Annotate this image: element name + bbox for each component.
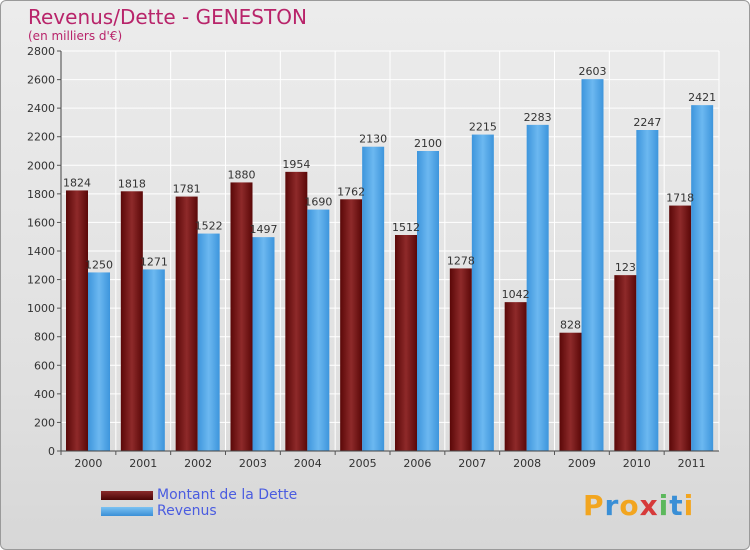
- data-label-revenue-2002: 1522: [195, 220, 223, 233]
- data-label-revenue-2000: 1250: [85, 258, 113, 271]
- bar-revenue-2006: [417, 151, 439, 451]
- chart-subtitle: (en milliers d'€): [28, 29, 123, 43]
- data-label-debt-2000: 1824: [63, 176, 91, 189]
- y-tick-label: 2000: [27, 159, 55, 172]
- x-tick-label: 2008: [513, 457, 541, 470]
- y-tick-label: 2400: [27, 102, 55, 115]
- bar-revenue-2009: [581, 79, 604, 452]
- proxiti-logo: Proxiti: [583, 489, 694, 522]
- data-label-revenue-2011: 2421: [688, 91, 716, 104]
- data-label-debt-2004: 1954: [282, 158, 310, 171]
- data-label-debt-2003: 1880: [228, 168, 256, 181]
- x-tick-label: 2000: [74, 457, 102, 470]
- legend-swatch-debt: [101, 490, 153, 500]
- bar-debt-2001: [120, 191, 143, 452]
- bar-revenue-2000: [88, 272, 110, 451]
- data-label-revenue-2006: 2100: [414, 137, 442, 150]
- bar-debt-2000: [66, 190, 88, 451]
- bar-revenue-2003: [252, 237, 275, 451]
- bar-debt-2003: [230, 182, 253, 451]
- bar-revenue-2001: [142, 269, 165, 451]
- bar-debt-2004: [285, 171, 308, 451]
- bar-debt-2006: [395, 235, 417, 451]
- bar-debt-2010: [614, 275, 637, 451]
- y-tick-label: 1400: [27, 245, 55, 258]
- legend-label-debt: Montant de la Dette: [157, 487, 298, 503]
- legend: Montant de la Dette Revenus: [101, 487, 297, 519]
- bar-revenue-2007: [471, 134, 494, 452]
- logo-letter: P: [583, 489, 605, 522]
- data-label-debt-2001: 1818: [118, 177, 146, 190]
- y-tick-label: 800: [34, 331, 55, 344]
- y-tick-label: 2800: [27, 45, 55, 58]
- data-label-revenue-2008: 2283: [524, 111, 552, 124]
- y-tick-label: 2600: [27, 74, 55, 87]
- data-label-debt-2002: 1781: [173, 183, 201, 196]
- x-tick-label: 2010: [623, 457, 651, 470]
- x-tick-label: 2001: [129, 457, 157, 470]
- x-tick-label: 2009: [568, 457, 596, 470]
- logo-letter: i: [658, 489, 670, 522]
- data-label-revenue-2010: 2247: [633, 116, 661, 129]
- bar-revenue-2011: [691, 105, 714, 452]
- data-label-revenue-2005: 2130: [359, 133, 387, 146]
- legend-item-debt: Montant de la Dette: [101, 487, 297, 503]
- bar-debt-2011: [669, 205, 692, 451]
- y-tick-label: 1800: [27, 188, 55, 201]
- data-label-debt-2010: 123: [615, 261, 636, 274]
- x-tick-label: 2011: [678, 457, 706, 470]
- y-tick-label: 0: [48, 445, 55, 458]
- data-label-revenue-2007: 2215: [469, 121, 497, 134]
- x-tick-label: 2007: [458, 457, 486, 470]
- x-tick-label: 2006: [403, 457, 431, 470]
- logo-letter: r: [604, 489, 620, 522]
- x-tick-label: 2002: [184, 457, 212, 470]
- y-tick-label: 1200: [27, 274, 55, 287]
- data-label-revenue-2009: 2603: [579, 65, 607, 78]
- axis-layer: 0 200 400 600 800 1000 1200 1400 1600 1800 2000 220…: [27, 45, 719, 470]
- bar-debt-2007: [449, 268, 472, 451]
- legend-item-revenue: Revenus: [101, 503, 297, 519]
- bar-debt-2008: [504, 302, 527, 451]
- bar-debt-2009: [559, 332, 582, 451]
- bar-revenue-2004: [307, 209, 330, 451]
- data-label-debt-2011: 1718: [666, 192, 694, 205]
- legend-swatch-revenue: [101, 506, 153, 516]
- y-tick-label: 1000: [27, 302, 55, 315]
- y-tick-label: 600: [34, 359, 55, 372]
- bar-layer: [66, 79, 714, 452]
- bar-debt-2005: [340, 199, 363, 451]
- data-label-debt-2008: 1042: [502, 288, 530, 301]
- y-tick-label: 2200: [27, 131, 55, 144]
- data-label-revenue-2004: 1690: [304, 196, 332, 209]
- y-tick-label: 1600: [27, 216, 55, 229]
- x-tick-label: 2005: [349, 457, 377, 470]
- bar-revenue-2002: [197, 233, 220, 451]
- chart-title: Revenus/Dette - GENESTON: [28, 5, 307, 29]
- bar-revenue-2010: [636, 130, 659, 451]
- data-label-revenue-2001: 1271: [140, 255, 168, 268]
- x-tick-label: 2003: [239, 457, 267, 470]
- data-label-debt-2007: 1278: [447, 254, 475, 267]
- y-tick-label: 200: [34, 416, 55, 429]
- label-layer: 1824 1250 1818 1271 1781 1522 1880 1497 1954 1690…: [63, 65, 716, 332]
- bar-debt-2002: [175, 196, 198, 451]
- bar-revenue-2005: [362, 146, 385, 451]
- data-label-debt-2006: 1512: [392, 221, 420, 234]
- data-label-debt-2009: 828: [560, 319, 581, 332]
- logo-letter: o: [619, 489, 640, 522]
- logo-letter: x: [639, 489, 659, 522]
- bar-revenue-2008: [526, 124, 549, 451]
- x-tick-label: 2004: [294, 457, 322, 470]
- data-label-debt-2005: 1762: [337, 185, 365, 198]
- data-label-revenue-2003: 1497: [250, 223, 278, 236]
- logo-letter: i: [683, 489, 695, 522]
- logo-letter: t: [669, 489, 684, 522]
- y-tick-label: 400: [34, 388, 55, 401]
- legend-label-revenue: Revenus: [157, 503, 217, 519]
